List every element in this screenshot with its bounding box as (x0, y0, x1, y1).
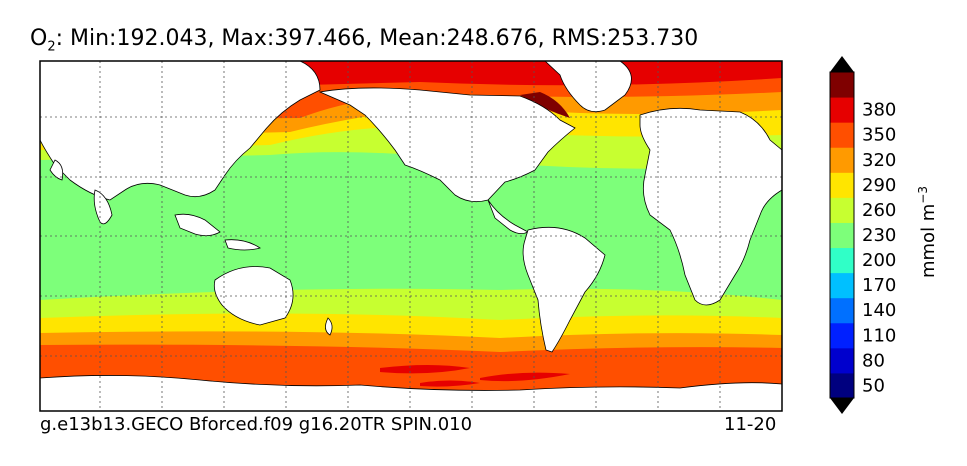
colorbar-segment (830, 372, 854, 399)
colorbar-tick-label: 80 (862, 350, 885, 371)
land-australia (213, 266, 294, 326)
colorbar-segment (830, 97, 854, 123)
land-north-america (318, 87, 576, 203)
colorbar-tick-label: 380 (862, 100, 896, 121)
colorbar-segment (830, 197, 854, 223)
land-asia (40, 61, 321, 201)
colorbar-segment (830, 322, 854, 349)
colorbar-tick-label: 230 (862, 225, 896, 246)
colorbar-tick-label: 200 (862, 250, 896, 271)
colorbar-segment (830, 247, 854, 274)
colorbar-segment (830, 72, 854, 98)
colorbar-segment (830, 147, 854, 173)
colorbar-frame (829, 71, 855, 399)
land-antarctica (40, 375, 782, 411)
colorbar-tick-label: 290 (862, 175, 896, 196)
land-maritime-asia (174, 213, 261, 251)
colorbar-segment (830, 122, 854, 148)
colorbar-tick-label: 260 (862, 200, 896, 221)
map-grid (40, 61, 782, 411)
colorbar-tick-label: 50 (862, 375, 885, 396)
land-arabia (49, 159, 64, 181)
colorbar-segment (830, 272, 854, 299)
time-range: 11-20 (724, 414, 777, 435)
colorbar-extend-max (830, 56, 854, 72)
land-india (93, 189, 113, 225)
colorbar-extend-min (830, 398, 854, 414)
colorbar-tick-label: 350 (862, 125, 896, 146)
land-europe-africa (639, 107, 782, 306)
colorbar-segment (830, 347, 854, 374)
chart-title: O2: Min:192.043, Max:397.466, Mean:248.6… (30, 26, 699, 55)
band-labrador-380 (520, 92, 570, 118)
colorbar-tick-label: 170 (862, 275, 896, 296)
colorbar-tick-label: 110 (862, 325, 896, 346)
colorbar-segment (830, 222, 854, 249)
colorbar-label: mmol m−3 (916, 186, 939, 278)
run-name: g.e13b13.GECO Bforced.f09 g16.20TR SPIN.… (40, 414, 473, 435)
colorbar-segment (830, 297, 854, 324)
land-greenland (544, 61, 632, 113)
map-frame (39, 60, 783, 412)
land-south-america (522, 226, 606, 353)
land-new-zealand (325, 317, 333, 336)
colorbar-tick-label: 140 (862, 300, 896, 321)
colorbar-segment (830, 172, 854, 198)
colorbar-tick-label: 320 (862, 150, 896, 171)
band-antarctic-350 (380, 365, 570, 387)
